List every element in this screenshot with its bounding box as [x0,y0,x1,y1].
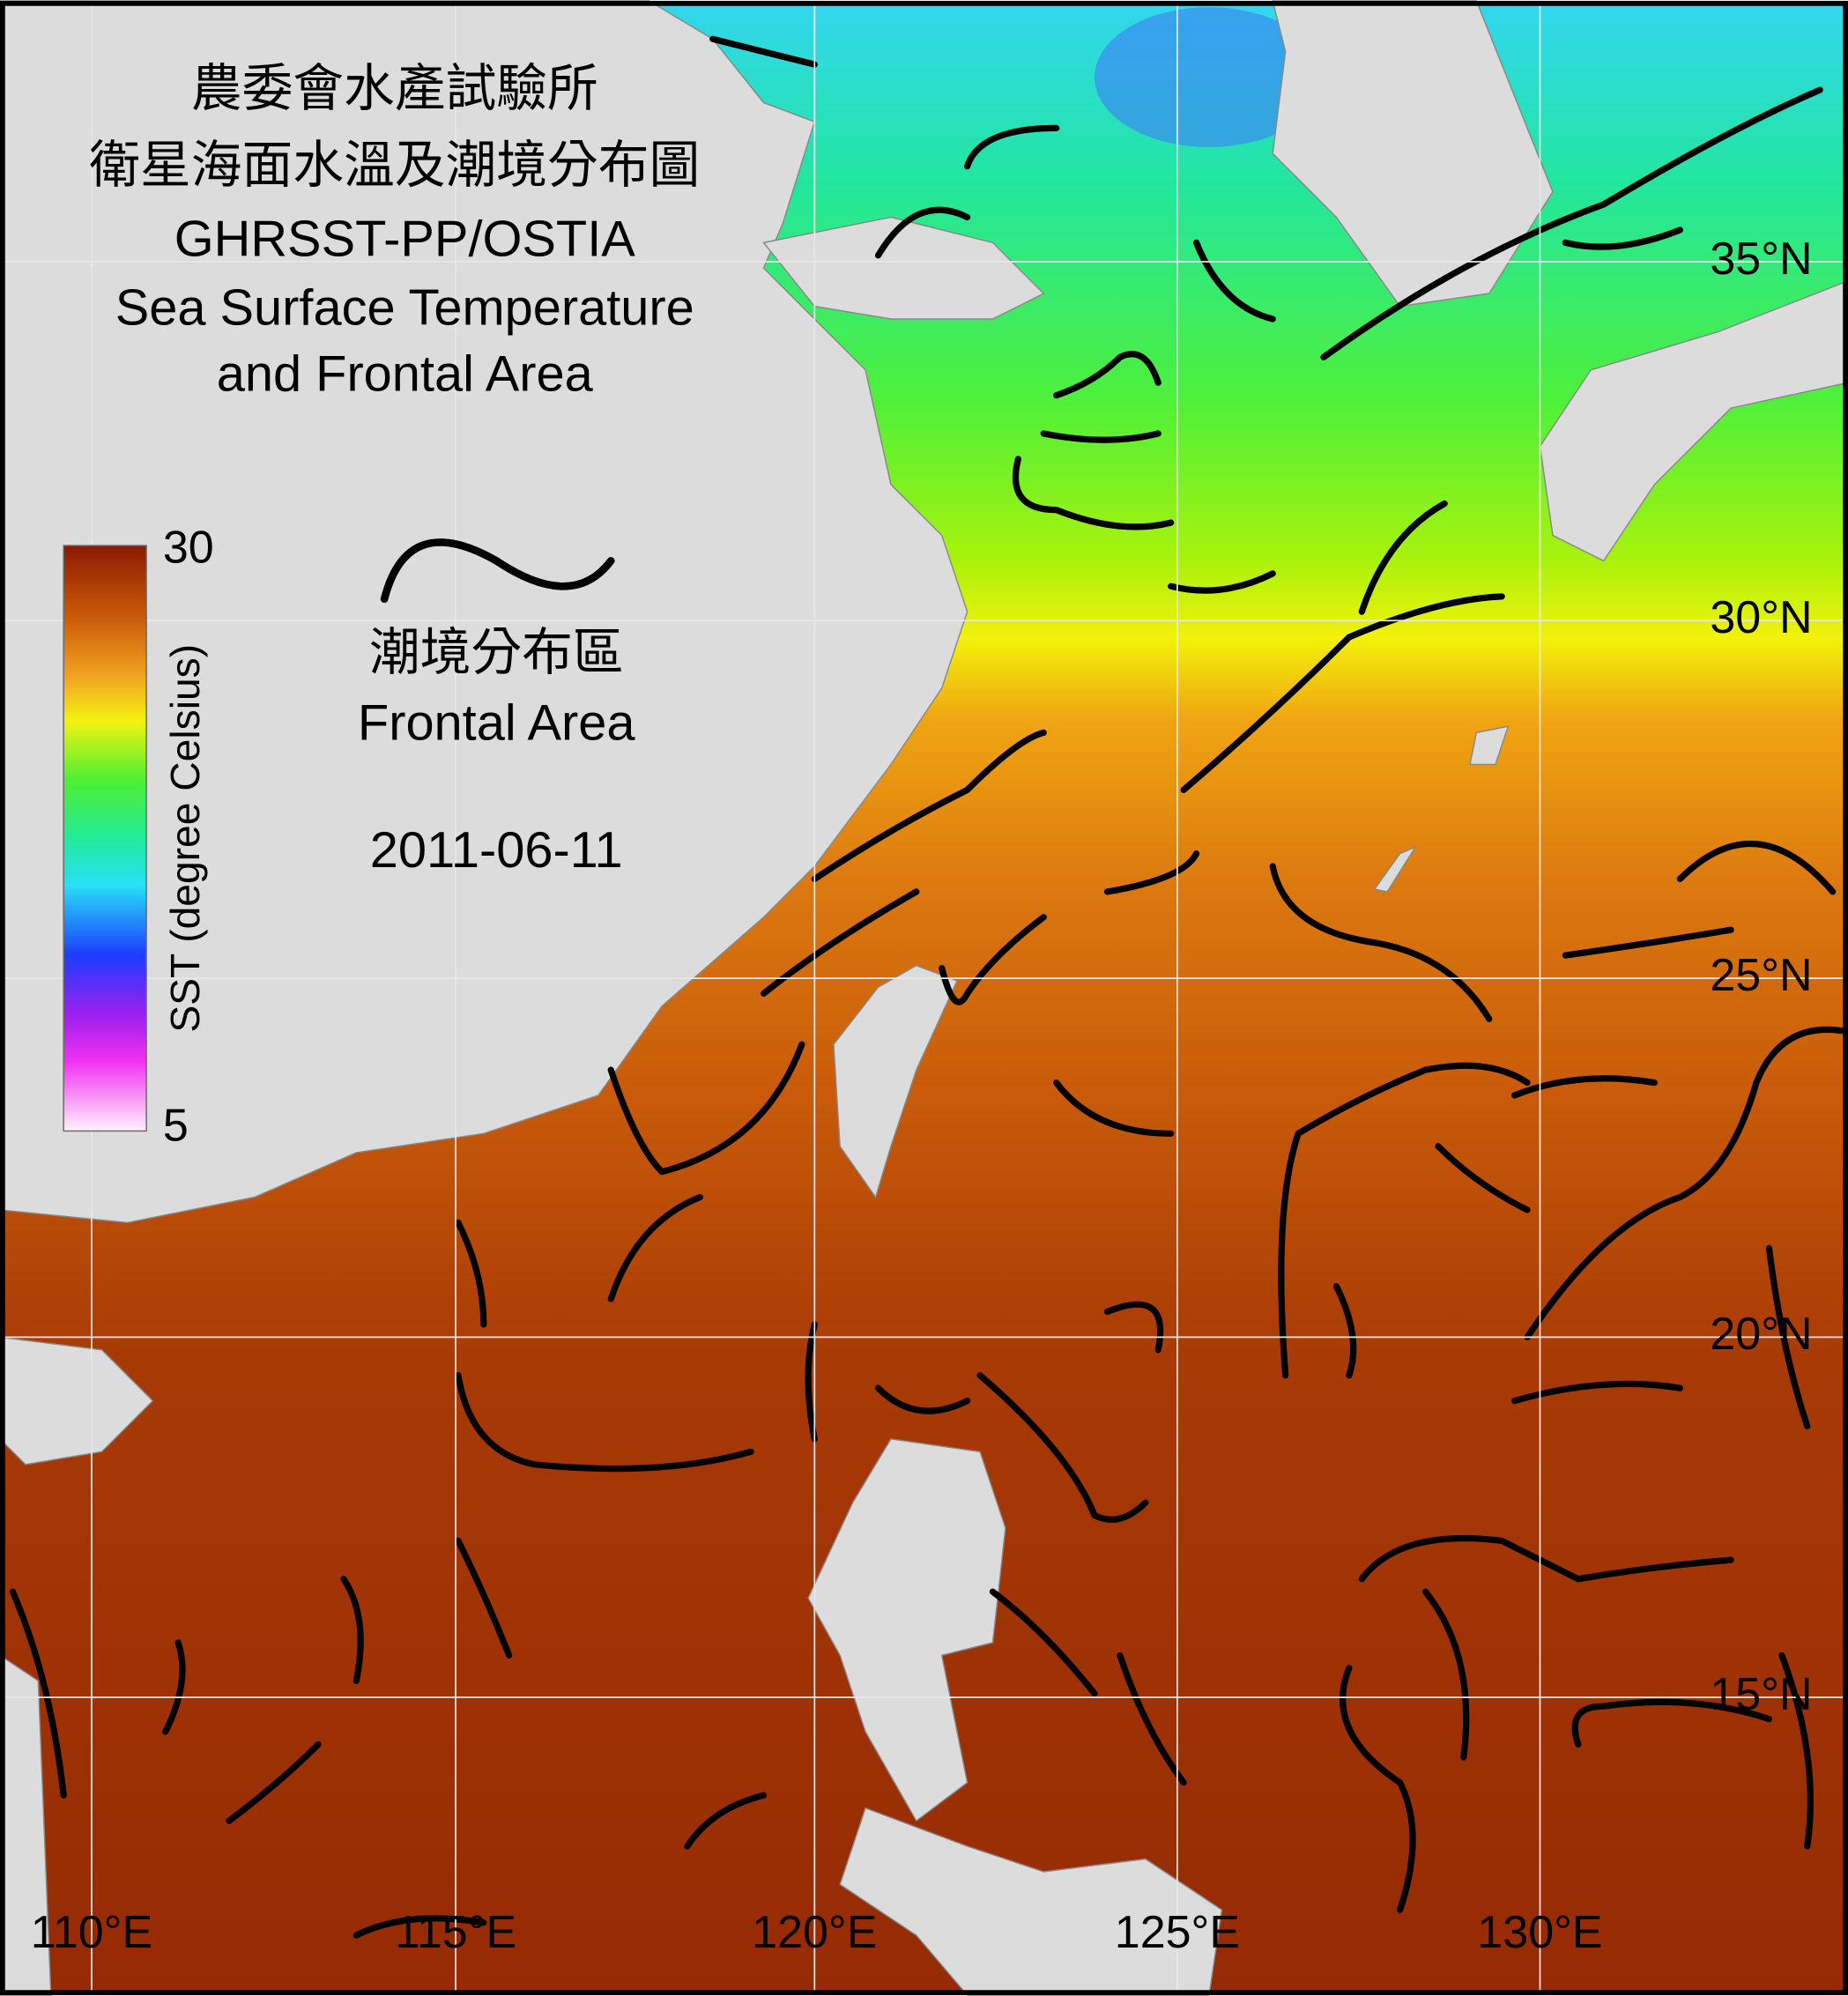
front-line [226,1740,322,1824]
front-line [939,914,1047,1005]
front-line [1358,1534,1734,1583]
lon-label: 130°E [1477,1907,1602,1958]
lat-label: 30°N [1710,592,1812,643]
island [1469,725,1510,766]
front-line [1778,1651,1814,1850]
colorbar-max: 30 [163,523,214,574]
front-line [1053,351,1161,399]
hainan-land [0,1336,154,1465]
fronts [9,35,1848,1939]
labels: 農委會水產試驗所 衛星海面水溫及潮境分布圖 GHRSST-PP/OSTIA Se… [31,61,1813,1958]
lat-label: 25°N [1710,950,1812,1001]
china-land [0,0,969,1224]
front-line [1676,840,1837,895]
front-line [1571,1698,1773,1748]
front-line [1511,1380,1683,1405]
legend-label: Frontal Area [358,694,635,751]
front-line [1435,1143,1531,1213]
front-line [1562,226,1683,250]
lon-label: 110°E [31,1907,152,1958]
front-line [1180,593,1505,793]
front-line [976,1372,1149,1523]
lon-label: 115°E [395,1907,516,1958]
front-line [162,1639,186,1735]
title-en: and Frontal Area [217,346,594,403]
front-line [1511,1075,1659,1099]
front-line [1278,1062,1531,1379]
lat-label: 15°N [1710,1669,1812,1720]
front-line [455,1537,513,1659]
front-line [709,35,818,68]
colorbar [63,545,147,1132]
cold-patch [1095,7,1324,148]
front-line [1421,1588,1470,1761]
luzon-land [807,1438,1006,1822]
title-zh: 農委會水產試驗所 [191,61,598,117]
taiwan-land [833,964,959,1199]
front-line [1103,850,1200,895]
front-line [805,1321,818,1443]
front-line [760,888,920,998]
title-zh: 衛星海面水溫及潮境分布圖 [89,137,700,194]
front-line [455,1219,487,1328]
lon-label: 120°E [752,1907,877,1958]
front-line [340,1576,364,1684]
front-line [1320,86,1823,360]
legend-symbol [380,538,615,604]
front-line [9,1588,67,1799]
front-line [1168,570,1276,594]
title-en: GHRSST-PP/OSTIA [174,211,636,268]
front-line [963,124,1060,170]
lon-label: 125°E [1115,1907,1240,1958]
front-line [874,206,971,259]
front-line [1053,1079,1175,1137]
front-line [1765,1244,1811,1430]
island [1373,845,1417,893]
colorbar-label: SST (degree Celsius) [162,644,208,1033]
front-line [1269,863,1493,1022]
front-line [1340,1665,1416,1913]
front-line [1358,500,1448,615]
front-line [455,1372,754,1473]
front-line [989,1588,1098,1697]
title-en: Sea Surface Temperature [115,280,694,337]
legend-label: 潮境分布區 [369,625,624,681]
front-line [811,729,1047,883]
front-line [1332,1283,1357,1379]
front-line [1192,239,1276,323]
front-line [353,1915,487,1939]
front-line [1117,1651,1187,1786]
front-line [684,1792,768,1850]
lat-label: 20°N [1710,1309,1812,1360]
japan-land [1539,279,1848,562]
front-line [1012,456,1175,531]
front-line [1040,430,1161,443]
colorbar-min: 5 [163,1100,189,1151]
visayas-land [839,1807,1223,1996]
front-line [607,1193,703,1302]
front-line [607,1041,805,1176]
date: 2011-06-11 [370,822,623,879]
front-line [874,1384,971,1414]
lat-label: 35°N [1710,234,1812,285]
front-line [1524,1026,1848,1340]
front-line [1562,926,1734,959]
